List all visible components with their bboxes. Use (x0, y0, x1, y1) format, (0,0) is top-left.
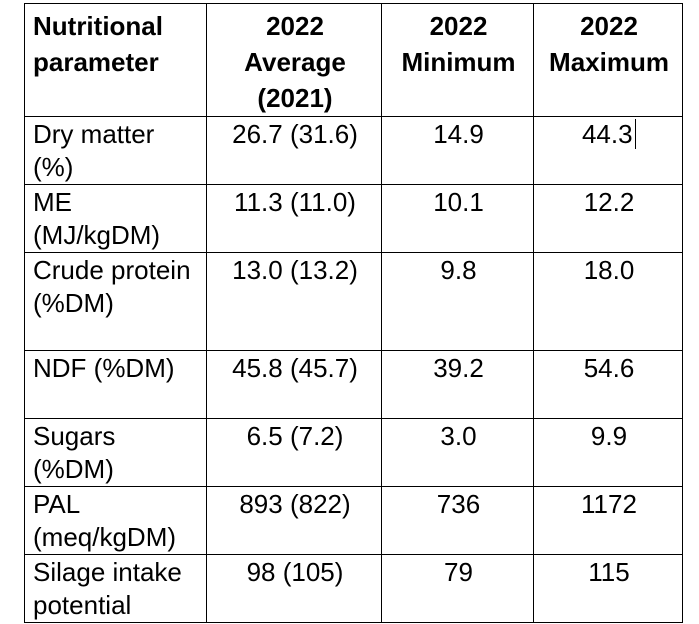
cell-minimum: 39.2 (381, 350, 534, 419)
cell-maximum: 115 (533, 554, 683, 623)
table-row: Sugars (%DM) 6.5 (7.2) 3.0 9.9 (24, 418, 683, 487)
header-maximum: 2022 Maximum (533, 3, 683, 117)
table-row: NDF (%DM) 45.8 (45.7) 39.2 54.6 (24, 350, 683, 419)
cell-minimum: 9.8 (381, 252, 534, 351)
cell-parameter: ME (MJ/kgDM) (24, 184, 207, 253)
cell-parameter: Sugars (%DM) (24, 418, 207, 487)
cell-minimum: 10.1 (381, 184, 534, 253)
cell-average: 13.0 (13.2) (206, 252, 382, 351)
cell-average: 98 (105) (206, 554, 382, 623)
cell-maximum: 9.9 (533, 418, 683, 487)
cell-minimum: 79 (381, 554, 534, 623)
header-row: Nutritional parameter 2022 Average (2021… (24, 3, 683, 117)
nutrition-table: Nutritional parameter 2022 Average (2021… (24, 3, 683, 623)
cell-parameter: PAL (meq/kgDM) (24, 486, 207, 555)
cell-maximum-value: 44.3 (581, 119, 633, 149)
cell-minimum: 736 (381, 486, 534, 555)
cell-maximum[interactable]: 44.3 (533, 116, 683, 185)
table-row: Silage intake potential 98 (105) 79 115 (24, 554, 683, 623)
table-row: ME (MJ/kgDM) 11.3 (11.0) 10.1 12.2 (24, 184, 683, 253)
table-row: Dry matter (%) 26.7 (31.6) 14.9 44.3 (24, 116, 683, 185)
cell-parameter: NDF (%DM) (24, 350, 207, 419)
cell-parameter: Crude protein (%DM) (24, 252, 207, 351)
header-minimum: 2022 Minimum (381, 3, 534, 117)
text-cursor (634, 119, 637, 149)
cell-average: 45.8 (45.7) (206, 350, 382, 419)
header-parameter: Nutritional parameter (24, 3, 207, 117)
table-row: PAL (meq/kgDM) 893 (822) 736 1172 (24, 486, 683, 555)
cell-parameter: Dry matter (%) (24, 116, 207, 185)
cell-parameter: Silage intake potential (24, 554, 207, 623)
cell-average: 26.7 (31.6) (206, 116, 382, 185)
table-row: Crude protein (%DM) 13.0 (13.2) 9.8 18.0 (24, 252, 683, 351)
cell-minimum: 3.0 (381, 418, 534, 487)
header-average: 2022 Average (2021) (206, 3, 382, 117)
cell-maximum: 54.6 (533, 350, 683, 419)
cell-minimum: 14.9 (381, 116, 534, 185)
cell-maximum: 18.0 (533, 252, 683, 351)
cell-maximum: 1172 (533, 486, 683, 555)
cell-average: 6.5 (7.2) (206, 418, 382, 487)
cell-maximum: 12.2 (533, 184, 683, 253)
cell-average: 11.3 (11.0) (206, 184, 382, 253)
cell-average: 893 (822) (206, 486, 382, 555)
